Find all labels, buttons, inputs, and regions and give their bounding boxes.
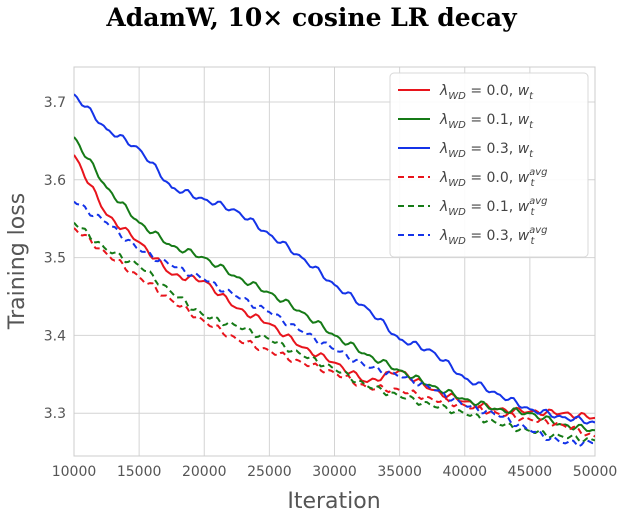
- y-tick-label: 3.4: [44, 328, 66, 344]
- legend-weight-subscript: t: [529, 91, 534, 102]
- legend-label: λWD = 0.3, wt: [439, 141, 534, 160]
- x-tick-label: 20000: [182, 464, 227, 480]
- legend-weight-subscript: t: [529, 149, 534, 160]
- legend-lambda-subscript: WD: [448, 178, 466, 189]
- x-axis-label: Iteration: [287, 489, 380, 511]
- y-tick-label: 3.7: [44, 95, 66, 111]
- plot-frame: [73, 66, 596, 457]
- y-tick-label: 3.6: [44, 173, 66, 189]
- legend-value: = 0.1,: [466, 199, 518, 215]
- legend-value: = 0.3,: [466, 141, 518, 157]
- legend-weight-subscript: t: [531, 236, 536, 247]
- legend-weight: w: [518, 228, 530, 244]
- legend-box: [389, 72, 589, 258]
- series-line-wd0.3_wt: [74, 93, 595, 425]
- series-group: [74, 93, 595, 448]
- legend-weight: w: [518, 112, 530, 128]
- series-line-wd0.1_wt: [74, 136, 595, 432]
- legend-value: = 0.3,: [466, 228, 518, 244]
- chart-title: AdamW, 10× cosine LR decay: [106, 3, 517, 32]
- legend-label: λWD = 0.1, wt: [439, 112, 534, 131]
- legend-label: λWD = 0.0, wavg t: [439, 167, 548, 189]
- x-tick-label: 40000: [442, 464, 487, 480]
- x-tick-label: 45000: [508, 464, 553, 480]
- series-line-wd0.0_wavg: [74, 227, 595, 438]
- legend-value: = 0.0,: [466, 83, 518, 99]
- legend-weight: w: [518, 141, 530, 157]
- y-tick-label: 3.5: [44, 251, 66, 267]
- legend-lambda-subscript: WD: [448, 149, 466, 160]
- series-line-wd0.3_wavg: [74, 200, 595, 448]
- legend-value: = 0.1,: [466, 112, 518, 128]
- x-tick-label: 35000: [377, 464, 422, 480]
- y-axis-label: Training loss: [5, 193, 30, 330]
- legend-label: λWD = 0.3, wavg t: [439, 225, 548, 247]
- legend-weight-superscript: avg: [529, 196, 547, 207]
- legend-weight-superscript: avg: [529, 167, 547, 178]
- y-tick-labels: 3.3 3.4 3.5 3.6 3.7: [44, 95, 66, 422]
- legend-lambda: λ: [439, 83, 448, 99]
- legend-weight-subscript: t: [531, 207, 536, 218]
- legend-lambda: λ: [439, 112, 448, 128]
- legend-lambda: λ: [439, 141, 448, 157]
- y-tick-label: 3.3: [44, 406, 66, 422]
- legend-weight-subscript: t: [531, 178, 536, 189]
- legend-lambda: λ: [439, 228, 448, 244]
- x-tick-label: 10000: [52, 464, 97, 480]
- legend-lambda-subscript: WD: [448, 120, 466, 131]
- legend-weight-superscript: avg: [529, 225, 547, 236]
- x-tick-label: 25000: [247, 464, 292, 480]
- x-tick-label: 50000: [573, 464, 618, 480]
- legend-lambda-subscript: WD: [448, 91, 466, 102]
- legend-lambda: λ: [439, 170, 448, 186]
- x-tick-label: 30000: [312, 464, 357, 480]
- legend-lambda-subscript: WD: [448, 236, 466, 247]
- legend-value: = 0.0,: [466, 170, 518, 186]
- x-tick-label: 15000: [117, 464, 162, 480]
- legend-weight: w: [518, 199, 530, 215]
- legend-label: λWD = 0.1, wavg t: [439, 196, 548, 218]
- legend-weight: w: [518, 170, 530, 186]
- legend-lambda: λ: [439, 199, 448, 215]
- legend-label: λWD = 0.0, wt: [439, 83, 534, 102]
- legend-weight: w: [518, 83, 530, 99]
- legend-lambda-subscript: WD: [448, 207, 466, 218]
- x-tick-labels: 10000 15000 20000 25000 30000 35000 40000 45000…: [52, 464, 618, 480]
- legend-weight-subscript: t: [529, 120, 534, 131]
